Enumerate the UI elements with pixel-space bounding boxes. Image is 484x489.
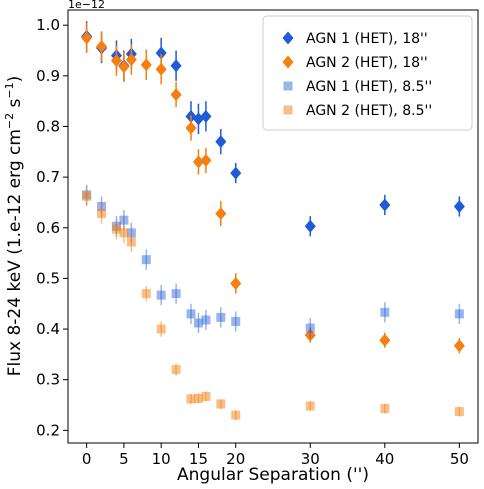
data-point-s0-11 (230, 166, 242, 180)
x-tick-label-4: 20 (226, 450, 245, 468)
data-point-s2-11 (216, 312, 226, 322)
legend: AGN 1 (HET), 18'' AGN 2 (HET), 18'' AGN 1 … (262, 15, 473, 131)
data-point-s1-15 (453, 339, 465, 353)
data-point-s1-12 (230, 276, 242, 290)
data-point-s3-11 (216, 399, 226, 409)
series-2 (82, 184, 464, 339)
data-point-s1-1 (96, 39, 108, 53)
data-point-s2-6 (156, 290, 166, 300)
data-point-s2-7 (171, 289, 181, 299)
data-point-s2-14 (380, 307, 390, 317)
data-point-s3-14 (380, 404, 390, 414)
data-point-s3-15 (454, 407, 464, 417)
y-tick-label-5: 0.7 (36, 168, 60, 186)
legend-label-3: AGN 2 (HET), 8.5'' (306, 103, 432, 119)
y-tick-label-4: 0.6 (36, 219, 60, 237)
data-point-s2-10 (201, 315, 211, 325)
y-tick-label-8: 1.0 (36, 16, 60, 34)
data-point-s3-8 (186, 394, 196, 404)
y-axis-label-exp2: −1 (3, 82, 16, 98)
data-point-s0-9 (200, 109, 212, 123)
x-tick-label-6: 40 (375, 450, 394, 468)
data-point-s0-13 (379, 198, 391, 212)
data-point-s2-9 (193, 318, 203, 328)
data-point-s2-12 (231, 316, 241, 326)
data-point-s1-9 (192, 155, 204, 169)
data-point-s2-5 (141, 255, 151, 265)
data-point-s3-6 (156, 324, 166, 334)
data-point-s3-10 (201, 391, 211, 401)
legend-label-2: AGN 1 (HET), 8.5'' (306, 79, 432, 95)
y-tick-label-2: 0.4 (36, 320, 60, 338)
data-point-s3-0 (82, 191, 92, 201)
data-points-layer (81, 21, 465, 421)
data-point-s2-13 (305, 323, 315, 333)
data-point-s1-5 (140, 58, 152, 72)
data-point-s1-6 (155, 62, 167, 76)
data-point-s3-5 (141, 289, 151, 299)
data-point-s3-3 (119, 228, 129, 238)
y-axis-offset-label: 1e−12 (68, 0, 105, 11)
data-point-s0-12 (304, 219, 316, 233)
y-axis-label-mid: s (5, 98, 25, 112)
data-point-s1-4 (125, 53, 137, 67)
data-point-s0-14 (453, 199, 465, 213)
legend-label-1: AGN 2 (HET), 18'' (306, 55, 428, 71)
y-axis-label: Flux 8-24 keV (1.e-12 erg cm−2 s−1) (3, 76, 25, 377)
x-tick-label-1: 5 (119, 450, 129, 468)
data-point-s3-7 (171, 365, 181, 375)
data-point-s1-11 (215, 207, 227, 221)
data-point-s3-9 (193, 393, 203, 403)
legend-marker-3 (283, 105, 293, 115)
data-point-s1-13 (304, 328, 316, 342)
y-tick-label-0: 0.2 (36, 421, 60, 439)
y-tick-label-6: 0.8 (36, 117, 60, 135)
data-point-s3-2 (111, 224, 121, 234)
x-axis-label: Angular Separation ('') (177, 465, 369, 485)
y-tick-label-3: 0.5 (36, 269, 60, 287)
data-point-s3-12 (231, 410, 241, 420)
legend-marker-2 (283, 81, 293, 91)
x-tick-label-5: 30 (301, 450, 320, 468)
legend-entries: AGN 1 (HET), 18'' AGN 2 (HET), 18'' AGN 1 … (282, 31, 432, 119)
data-point-s1-7 (170, 88, 182, 102)
data-point-s2-8 (186, 309, 196, 319)
x-tick-label-3: 15 (189, 450, 208, 468)
data-point-s1-14 (379, 333, 391, 347)
data-point-s0-5 (155, 46, 167, 60)
x-axis-ticks: 0 5 10 15 20 30 40 50 (82, 443, 469, 468)
y-tick-label-7: 0.9 (36, 67, 60, 85)
data-point-s3-4 (126, 237, 136, 247)
x-tick-label-0: 0 (82, 450, 92, 468)
data-point-s0-6 (170, 59, 182, 73)
y-axis-label-exp1: −2 (3, 113, 16, 129)
x-tick-label-2: 10 (152, 450, 171, 468)
data-point-s2-3 (119, 215, 129, 225)
data-point-s0-10 (215, 135, 227, 149)
data-point-s1-3 (118, 60, 130, 74)
y-axis-ticks: 0.2 0.3 0.4 0.5 0.6 0.7 0.8 0.9 1.0 (36, 16, 68, 439)
legend-label-0: AGN 1 (HET), 18'' (306, 31, 428, 47)
plot-frame (67, 9, 479, 444)
legend-marker-0 (282, 31, 294, 45)
x-tick-label-7: 50 (450, 450, 469, 468)
series-3 (82, 186, 464, 421)
data-point-s1-0 (81, 31, 93, 45)
data-point-s2-15 (454, 309, 464, 319)
legend-marker-1 (282, 55, 294, 69)
data-point-s1-8 (185, 121, 197, 135)
data-point-s1-10 (200, 153, 212, 167)
data-point-s3-1 (97, 209, 107, 219)
y-tick-label-1: 0.3 (36, 371, 60, 389)
y-axis-label-end: ) (5, 76, 25, 83)
data-point-s1-2 (110, 54, 122, 68)
data-point-s3-13 (305, 401, 315, 411)
y-axis-label-main: Flux 8-24 keV (1.e-12 erg cm (5, 129, 25, 376)
series-1 (81, 22, 465, 354)
legend-box (262, 15, 473, 131)
